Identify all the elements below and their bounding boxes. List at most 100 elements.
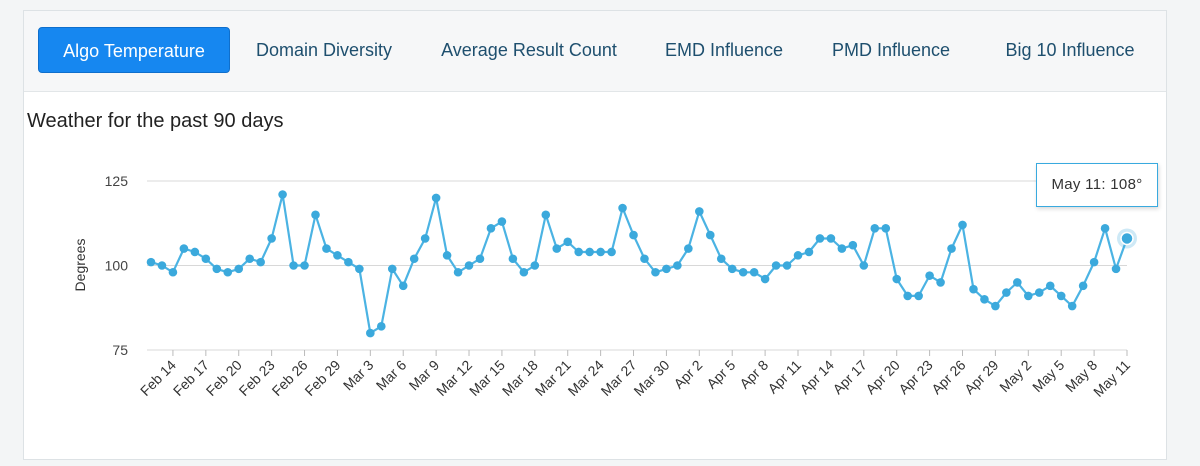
x-tick-label: Mar 12: [433, 357, 475, 399]
data-point: [1100, 224, 1110, 233]
data-point: [256, 257, 265, 267]
x-tick-label: Mar 3: [340, 357, 377, 394]
data-point: [333, 251, 342, 260]
data-point: [640, 254, 649, 264]
x-tick-label: May 11: [1090, 357, 1133, 400]
data-point: [475, 254, 485, 264]
x-tick-label: Apr 29: [961, 357, 1002, 398]
data-point: [618, 203, 627, 213]
data-point: [925, 271, 934, 280]
x-tick-label: Feb 23: [236, 357, 278, 399]
y-tick-label: 75: [112, 342, 128, 358]
data-point: [1111, 264, 1121, 274]
data-point: [157, 261, 167, 270]
data-point: [311, 210, 320, 220]
x-tick-label: Feb 29: [301, 357, 343, 399]
x-tick-label: Feb 17: [170, 357, 212, 399]
x-tick-label: Apr 20: [862, 357, 903, 398]
x-tick-label: Mar 15: [466, 357, 508, 399]
data-point: [376, 322, 386, 331]
data-point: [278, 190, 287, 199]
tab-big-10-influence[interactable]: Big 10 Influence: [1005, 40, 1135, 60]
chart-title: Weather for the past 90 days: [27, 110, 284, 132]
data-point: [651, 267, 660, 277]
data-point: [760, 274, 770, 284]
data-point: [815, 234, 825, 243]
x-tick-label: Mar 21: [532, 357, 574, 399]
x-tick-label: Apr 14: [797, 357, 838, 398]
data-point: [936, 278, 945, 287]
data-point: [420, 234, 430, 243]
tab-bar: Algo Temperature Domain Diversity Averag…: [24, 11, 1166, 92]
series-line: [150, 193, 1129, 335]
data-point: [1067, 301, 1077, 311]
data-point: [1013, 278, 1022, 287]
data-point: [958, 220, 967, 230]
x-tick-label: Apr 11: [764, 357, 804, 397]
data-point: [409, 254, 419, 264]
x-tick-label: Feb 14: [137, 357, 179, 399]
data-point: [673, 261, 682, 270]
x-tick-label: May 2: [996, 357, 1034, 395]
data-point: [903, 291, 912, 301]
y-tick-label: 100: [105, 258, 129, 274]
data-point: [387, 264, 397, 274]
data-point: [355, 264, 364, 274]
data-point: [234, 264, 244, 274]
x-tick-label: Apr 2: [670, 357, 705, 392]
data-point: [738, 267, 748, 277]
data-point: [837, 244, 847, 253]
data-point: [431, 193, 441, 203]
data-point: [168, 267, 178, 277]
x-tick-label: Feb 20: [203, 357, 245, 399]
data-point: [212, 264, 222, 274]
data-point: [223, 267, 233, 277]
data-point: [596, 247, 605, 257]
x-tick-label: Apr 17: [829, 357, 870, 398]
data-point: [607, 247, 616, 257]
data-point: [826, 234, 836, 243]
y-axis-label: Degrees: [72, 239, 88, 292]
data-point: [1034, 288, 1044, 297]
tab-average-result-count[interactable]: Average Result Count: [441, 40, 617, 60]
data-point: [881, 224, 891, 233]
x-tick-label: Apr 26: [928, 357, 969, 398]
x-tick-label: May 5: [1029, 357, 1067, 395]
x-tick-label: Mar 24: [565, 357, 607, 399]
data-point: [530, 261, 540, 270]
data-point: [585, 247, 594, 257]
data-point: [398, 281, 408, 291]
data-point: [497, 217, 507, 226]
tab-domain-diversity[interactable]: Domain Diversity: [255, 40, 393, 60]
tab-pmd-influence[interactable]: PMD Influence: [831, 40, 951, 60]
tab-emd-influence[interactable]: EMD Influence: [664, 40, 784, 60]
data-point: [695, 207, 704, 216]
data-point: [486, 224, 496, 233]
data-point: [914, 291, 923, 301]
data-point: [716, 254, 726, 264]
data-point: [300, 261, 309, 270]
data-point: [552, 244, 562, 253]
data-point: [870, 224, 880, 233]
data-point: [1089, 257, 1099, 267]
data-point: [563, 237, 573, 247]
data-point: [771, 261, 781, 270]
x-tick-label: Mar 18: [499, 357, 541, 399]
data-point: [267, 234, 276, 243]
data-point: [662, 264, 671, 274]
data-point: [991, 301, 1000, 311]
data-point: [541, 210, 551, 220]
data-point: [859, 261, 869, 270]
data-point: [727, 264, 737, 274]
data-point: [848, 240, 858, 250]
data-point: [453, 267, 463, 277]
data-point: [629, 230, 638, 240]
data-point: [969, 284, 978, 294]
chart-panel: Algo Temperature Domain Diversity Averag…: [23, 10, 1167, 460]
data-point: [684, 244, 693, 253]
y-tick-label: 125: [105, 173, 129, 189]
data-point: [574, 247, 583, 257]
tab-algo-temperature[interactable]: Algo Temperature: [38, 27, 230, 73]
data-point: [289, 261, 298, 270]
data-point: [1056, 291, 1066, 301]
